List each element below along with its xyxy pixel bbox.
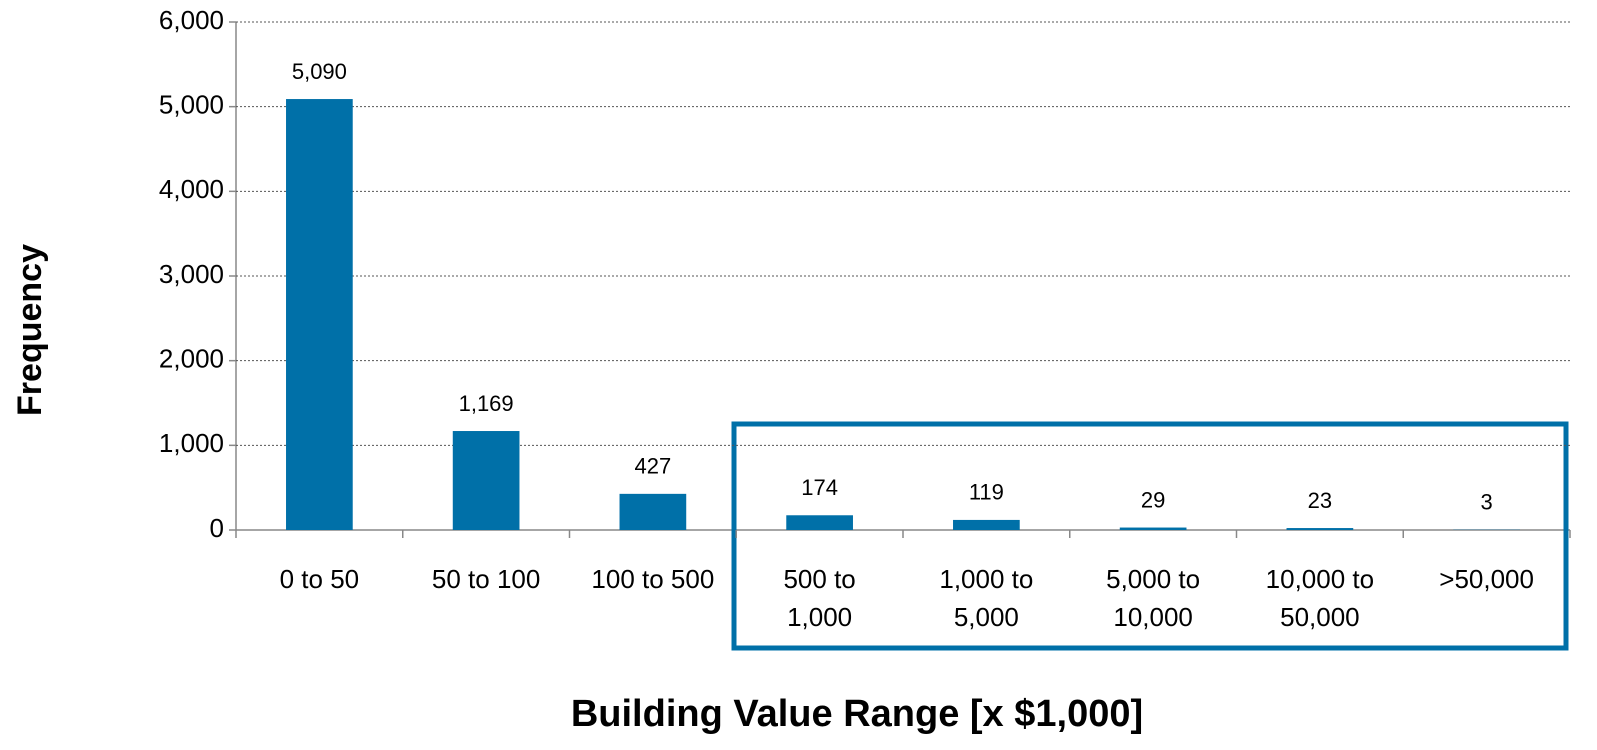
value-label: 3 <box>1481 490 1493 515</box>
bar <box>619 493 687 530</box>
x-tick-label: 100 to 500 <box>591 564 715 594</box>
y-tick-label: 2,000 <box>159 344 224 374</box>
value-label: 174 <box>801 475 838 500</box>
bar <box>786 515 853 530</box>
x-tick-label: 500 to 1,000 <box>783 564 856 632</box>
x-axis-label: Building Value Range [x $1,000] <box>571 693 1143 735</box>
bar <box>1286 528 1354 530</box>
value-label: 5,090 <box>292 59 347 84</box>
value-label: 23 <box>1308 488 1332 513</box>
y-tick-label: 6,000 <box>159 5 224 35</box>
bar <box>286 99 353 531</box>
y-axis-label: Frequency <box>11 244 49 416</box>
x-tick-label: >50,000 <box>1439 564 1534 594</box>
y-tick-label: 1,000 <box>159 428 224 458</box>
bar <box>953 519 1020 530</box>
y-tick-label: 4,000 <box>159 174 224 204</box>
y-tick-label: 0 <box>210 513 224 543</box>
value-label: 29 <box>1141 487 1165 512</box>
y-tick-label: 3,000 <box>159 259 224 289</box>
x-tick-label: 0 to 50 <box>279 564 360 594</box>
x-tick-label: 1,000 to 5,000 <box>939 564 1034 632</box>
value-label: 427 <box>635 454 672 479</box>
x-tick-label: 50 to 100 <box>431 564 541 594</box>
value-label: 1,169 <box>459 391 514 416</box>
bar <box>1119 527 1187 530</box>
highlight-box <box>731 421 1569 651</box>
y-tick-label: 5,000 <box>159 90 224 120</box>
x-tick-label: 5,000 to 10,000 <box>1106 564 1201 632</box>
bar <box>452 431 520 530</box>
x-tick-label: 10,000 to 50,000 <box>1265 564 1375 632</box>
value-label: 119 <box>969 480 1004 505</box>
